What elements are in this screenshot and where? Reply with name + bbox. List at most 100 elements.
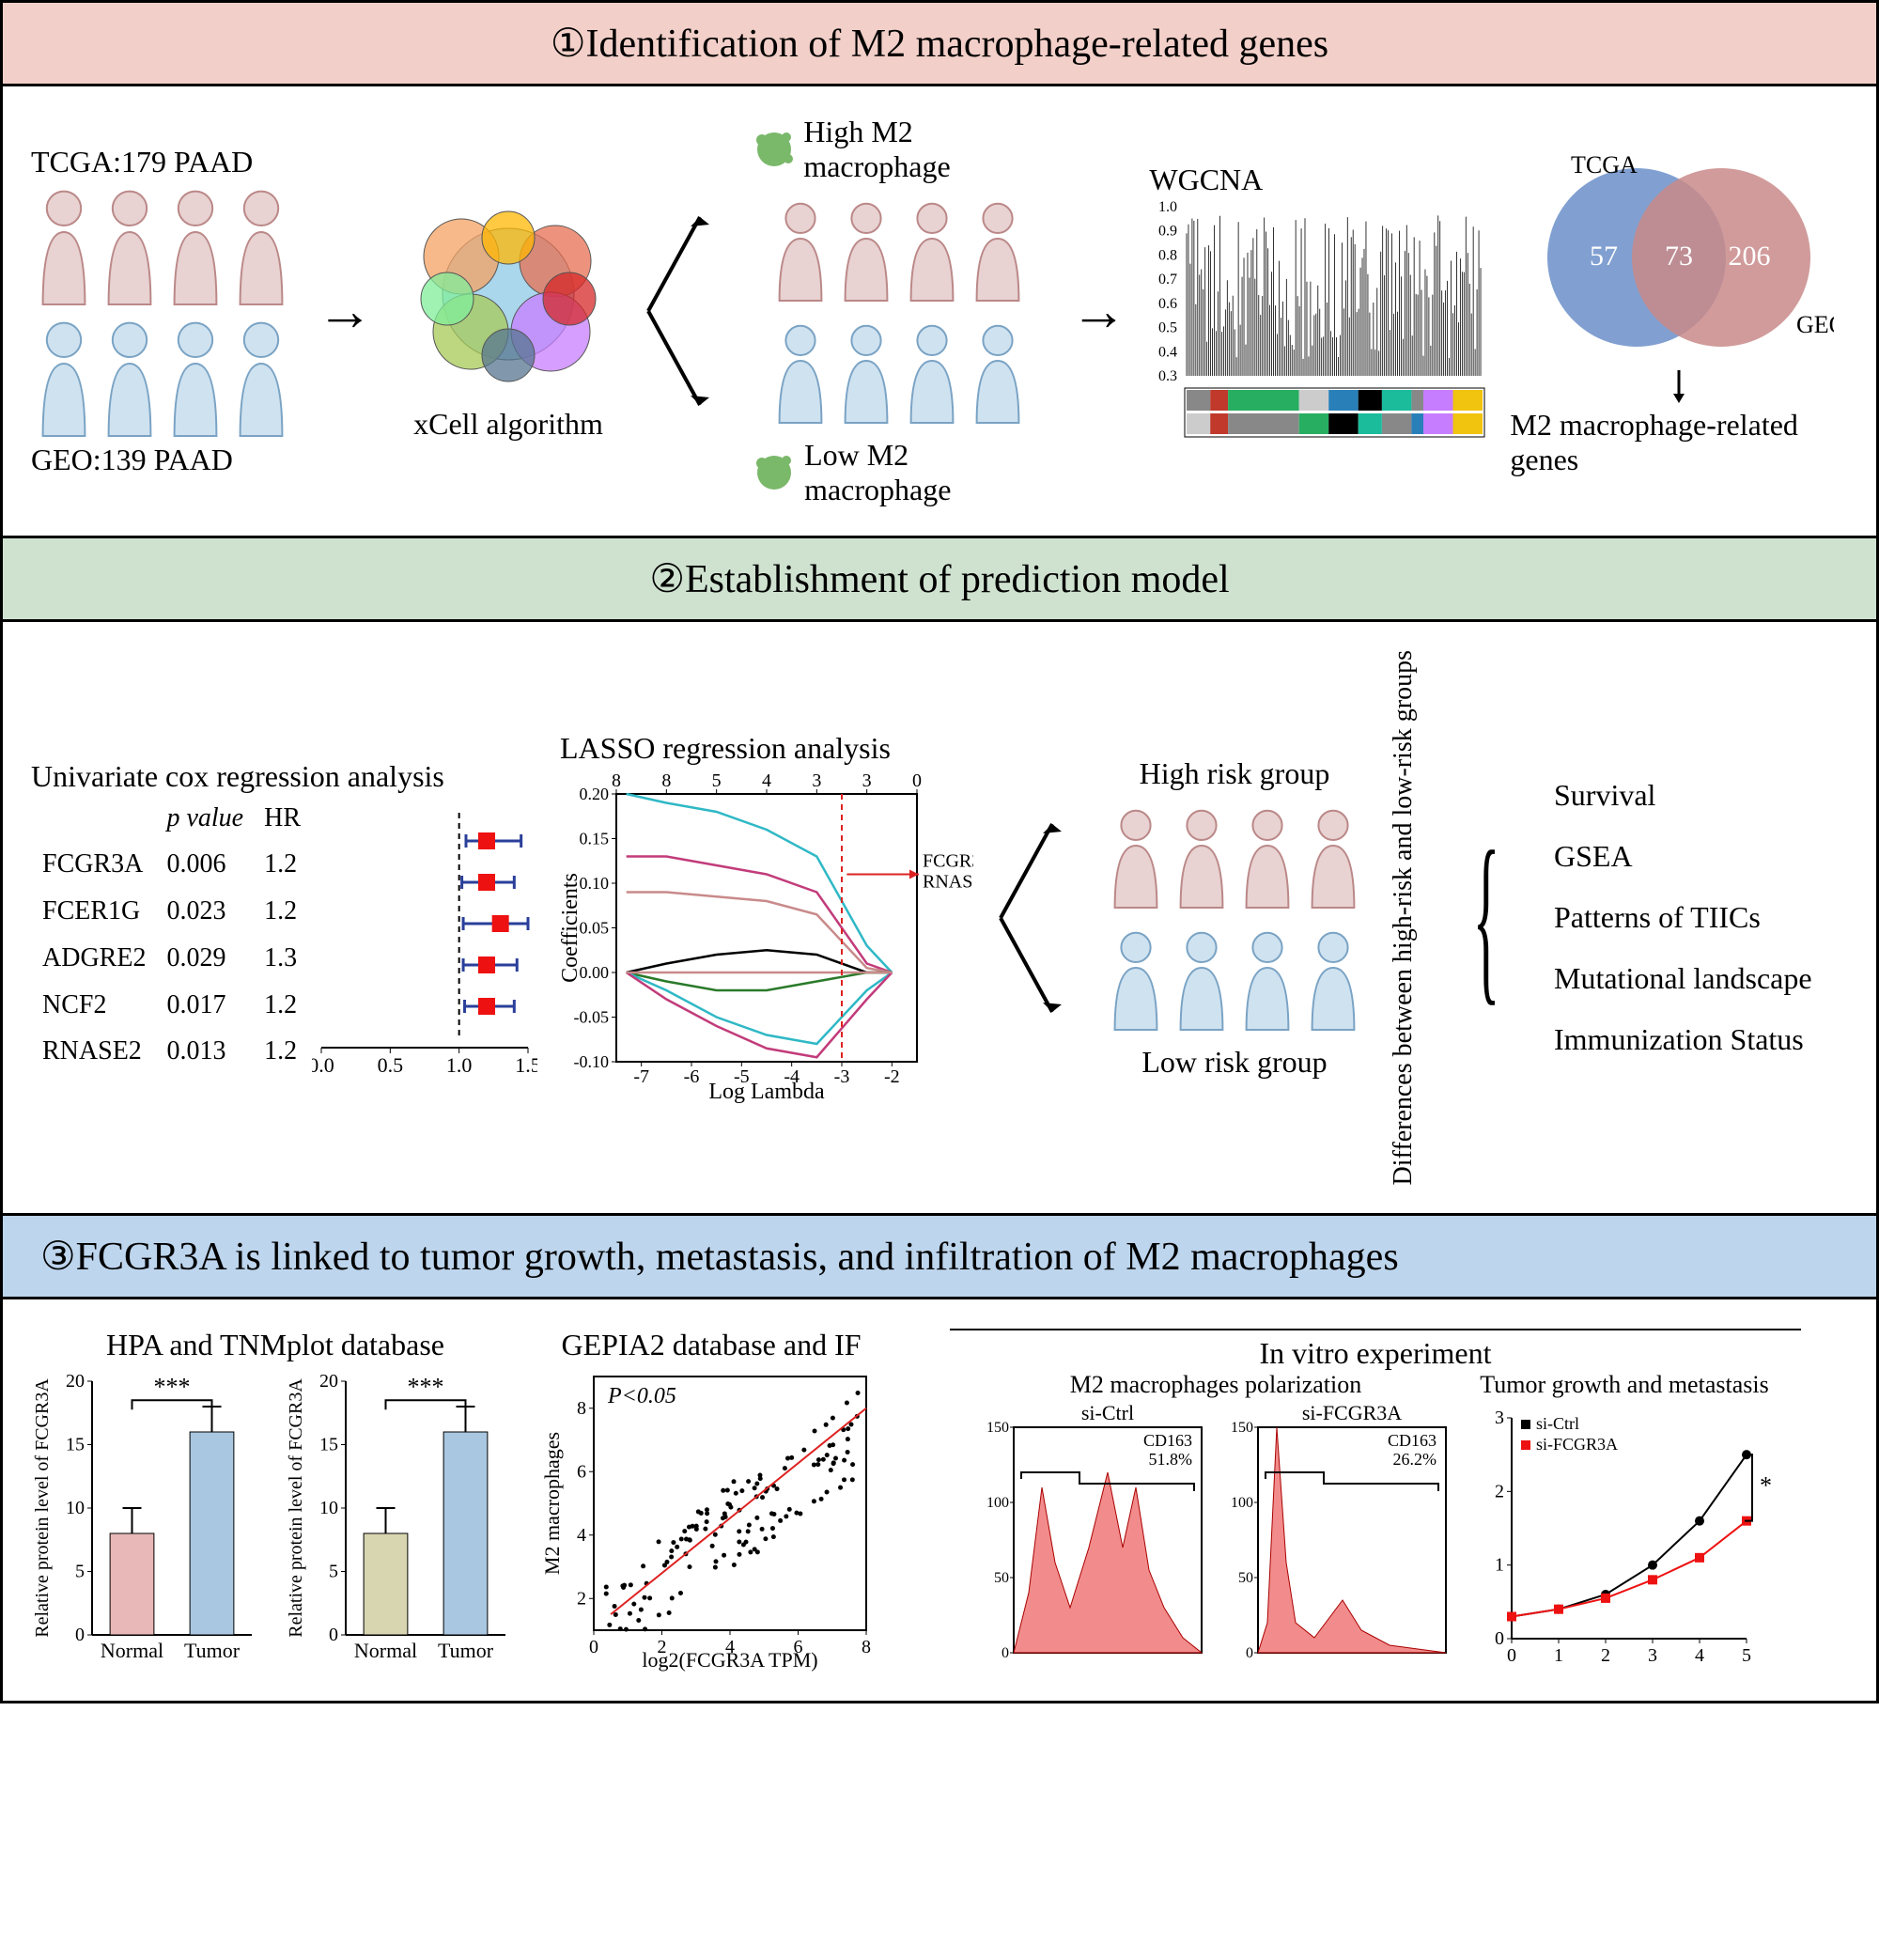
svg-text:50: 50 bbox=[994, 1570, 1009, 1586]
xcell-block: xCell algorithm bbox=[396, 181, 621, 442]
forest-table: p valueHR FCGR3A0.0061.2FCER1G0.0231.2AD… bbox=[31, 794, 312, 1076]
svg-text:4: 4 bbox=[762, 770, 771, 791]
svg-text:-0.05: -0.05 bbox=[574, 1008, 610, 1027]
section3-header: ③FCGR3A is linked to tumor growth, metas… bbox=[3, 1213, 1876, 1299]
hr-hdr: HR bbox=[255, 796, 310, 840]
svg-text:0: 0 bbox=[912, 770, 922, 791]
svg-text:CD163: CD163 bbox=[1388, 1431, 1436, 1450]
svg-text:0.9: 0.9 bbox=[1158, 223, 1177, 239]
svg-text:0.7: 0.7 bbox=[1158, 272, 1177, 288]
geo-people bbox=[31, 311, 294, 443]
outcome-item: Immunization Status bbox=[1554, 1022, 1804, 1057]
arrow1: → bbox=[317, 279, 373, 344]
arrow3: → bbox=[1070, 279, 1126, 344]
cell-cluster bbox=[396, 181, 621, 407]
svg-text:2: 2 bbox=[1495, 1482, 1504, 1502]
cohort-block: TCGA:179 PAAD GEO:139 PAAD bbox=[31, 145, 294, 477]
svg-text:-6: -6 bbox=[684, 1066, 700, 1087]
svg-text:Relative protein level of FCGR: Relative protein level of FCGR3A bbox=[286, 1378, 306, 1638]
svg-text:***: *** bbox=[408, 1374, 444, 1401]
svg-text:1.0: 1.0 bbox=[1158, 199, 1177, 215]
svg-text:10: 10 bbox=[66, 1498, 85, 1518]
svg-text:100: 100 bbox=[986, 1495, 1009, 1511]
svg-text:0.00: 0.00 bbox=[580, 963, 610, 982]
svg-text:1: 1 bbox=[1554, 1645, 1563, 1666]
svg-text:Tumor: Tumor bbox=[184, 1639, 241, 1662]
panelA: HPA and TNMplot database 0 5 10 15 20 Relativ… bbox=[31, 1328, 520, 1672]
figure-frame: ①Identification of M2 macrophage-related… bbox=[0, 0, 1879, 1703]
section2-content: Univariate cox regression analysis p val… bbox=[3, 622, 1876, 1213]
diff-label: Differences between high-risk and low-ri… bbox=[1389, 650, 1419, 1185]
lasso-plot: 8854330-0.10-0.050.000.050.100.150.20-7-… bbox=[560, 766, 973, 1104]
pval-hdr: p value bbox=[157, 796, 253, 840]
outcome-item: Mutational landscape bbox=[1554, 961, 1812, 996]
geo-label: GEO:139 PAAD bbox=[31, 443, 233, 477]
svg-text:0.0: 0.0 bbox=[312, 1053, 334, 1076]
svg-text:0.6: 0.6 bbox=[1158, 295, 1177, 311]
svg-text:-2: -2 bbox=[884, 1066, 900, 1087]
svg-text:si-Ctrl: si-Ctrl bbox=[1536, 1414, 1579, 1433]
outcome-item: Patterns of TIICs bbox=[1554, 900, 1761, 935]
svg-text:5: 5 bbox=[75, 1562, 85, 1582]
forest-cell: 1.2 bbox=[255, 843, 310, 888]
panelC-sub2: Tumor growth and metastasis bbox=[1480, 1371, 1768, 1399]
svg-text:50: 50 bbox=[1238, 1570, 1253, 1586]
panelC-title: In vitro experiment bbox=[950, 1329, 1800, 1371]
wgcna-block: WGCNA 0.30.40.50.60.70.80.91.0 bbox=[1149, 163, 1487, 460]
svg-text:15: 15 bbox=[319, 1435, 338, 1455]
venn-arrow bbox=[1651, 370, 1707, 408]
forest-cell: 0.017 bbox=[157, 983, 253, 1028]
svg-text:0.5: 0.5 bbox=[1158, 319, 1177, 335]
svg-text:GEO: GEO bbox=[1796, 311, 1834, 338]
svg-text:Tumor: Tumor bbox=[438, 1639, 494, 1662]
lasso-title: LASSO regression analysis bbox=[560, 731, 891, 766]
panelA-title: HPA and TNMplot database bbox=[106, 1328, 444, 1362]
svg-text:0: 0 bbox=[589, 1637, 598, 1657]
svg-text:20: 20 bbox=[319, 1371, 338, 1392]
svg-text:4: 4 bbox=[577, 1525, 586, 1546]
svg-text:0.10: 0.10 bbox=[580, 874, 610, 893]
svg-text:2: 2 bbox=[577, 1589, 586, 1610]
svg-text:Coefficients: Coefficients bbox=[560, 873, 582, 983]
low-risk-people bbox=[1103, 923, 1366, 1035]
high-risk-people bbox=[1103, 801, 1366, 913]
svg-text:0.8: 0.8 bbox=[1158, 247, 1177, 263]
svg-text:150: 150 bbox=[986, 1420, 1009, 1436]
svg-text:1.0: 1.0 bbox=[446, 1053, 473, 1076]
venn-out-label: M2 macrophage-related genes bbox=[1510, 408, 1848, 477]
panelB: GEPIA2 database and IF 024682468log2(FCG… bbox=[542, 1328, 880, 1672]
forest-cell: FCGR3A bbox=[33, 843, 155, 888]
forest-cell: 0.013 bbox=[157, 1030, 253, 1075]
venn-block: 5773206TCGAGEO M2 macrophage-related gen… bbox=[1510, 145, 1848, 477]
svg-text:Normal: Normal bbox=[101, 1639, 163, 1662]
svg-text:0: 0 bbox=[329, 1625, 338, 1645]
svg-text:0.05: 0.05 bbox=[580, 919, 610, 938]
wgcna-label: WGCNA bbox=[1149, 163, 1263, 197]
arrow4 bbox=[996, 786, 1080, 1050]
svg-text:1: 1 bbox=[1495, 1555, 1504, 1576]
svg-text:-3: -3 bbox=[834, 1066, 850, 1087]
section1-header: ①Identification of M2 macrophage-related… bbox=[3, 3, 1876, 86]
low-risk-label: Low risk group bbox=[1141, 1045, 1327, 1080]
forest-cell: 1.2 bbox=[255, 983, 310, 1028]
outcome-item: GSEA bbox=[1554, 839, 1633, 874]
cox-title: Univariate cox regression analysis bbox=[31, 759, 444, 794]
forest-cell: 1.2 bbox=[255, 1030, 310, 1075]
svg-text:20: 20 bbox=[66, 1371, 85, 1392]
lasso-block: LASSO regression analysis 8854330-0.10-0… bbox=[560, 731, 973, 1104]
outcomes-list: Survival GSEA Patterns of TIICs Mutational … bbox=[1554, 778, 1812, 1057]
svg-text:5: 5 bbox=[712, 770, 722, 791]
high-m2-people bbox=[768, 194, 1031, 306]
svg-text:10: 10 bbox=[319, 1498, 338, 1518]
svg-text:0: 0 bbox=[1246, 1645, 1253, 1661]
forest-cell: NCF2 bbox=[33, 983, 155, 1028]
forest-cell: ADGRE2 bbox=[33, 936, 155, 981]
forest-plot: 0.00.51.01.5 bbox=[312, 794, 537, 1076]
svg-text:TCGA: TCGA bbox=[1571, 151, 1638, 179]
forest-cell: 0.029 bbox=[157, 936, 253, 981]
svg-text:8: 8 bbox=[612, 770, 621, 791]
section1-content: TCGA:179 PAAD GEO:139 PAAD → xCell algor… bbox=[3, 86, 1876, 536]
svg-text:5: 5 bbox=[329, 1562, 338, 1582]
outcome-item: Survival bbox=[1554, 778, 1655, 813]
svg-text:0.5: 0.5 bbox=[378, 1053, 404, 1076]
